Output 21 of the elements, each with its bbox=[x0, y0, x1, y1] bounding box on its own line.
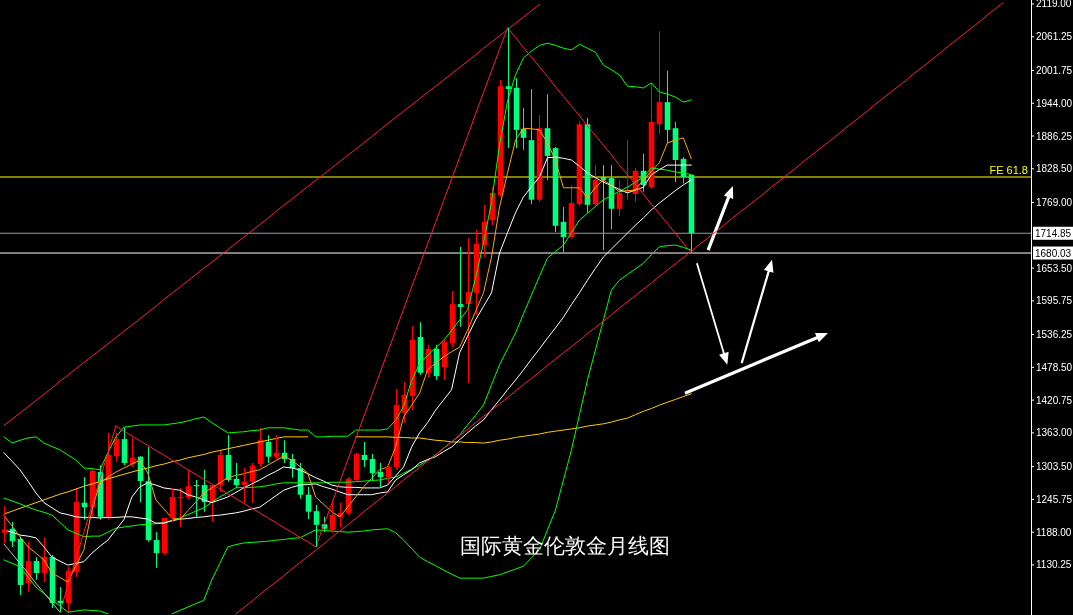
text: 国际黄金伦敦金月线图 bbox=[459, 534, 670, 557]
y-tick-label: 1303.50 bbox=[1036, 461, 1073, 473]
y-tick-label: 2001.75 bbox=[1036, 64, 1073, 76]
y-tick-label: 1886.25 bbox=[1036, 130, 1073, 142]
annotation: FE 61.8 bbox=[989, 164, 1028, 177]
y-tick-label: 2061.25 bbox=[1036, 31, 1073, 43]
y-tick-label: 1420.75 bbox=[1036, 394, 1073, 406]
ref-line-label: 1680.03 bbox=[1035, 247, 1072, 259]
y-tick-label: 1595.75 bbox=[1036, 295, 1073, 307]
y-tick-label: 1944.00 bbox=[1036, 97, 1073, 109]
y-tick-label: 1363.00 bbox=[1036, 427, 1073, 439]
y-tick-label: 1245.75 bbox=[1036, 493, 1073, 505]
y-tick-label: 1536.25 bbox=[1036, 329, 1073, 341]
y-tick-label: 1828.50 bbox=[1036, 163, 1073, 175]
y-tick-label: 1478.50 bbox=[1036, 361, 1073, 373]
y-tick-label: 1130.25 bbox=[1036, 559, 1072, 571]
y-tick-label: 1188.00 bbox=[1036, 526, 1072, 538]
ref-line-label: 1714.85 bbox=[1035, 227, 1072, 239]
y-tick-label: 1769.00 bbox=[1036, 197, 1073, 209]
y-tick-label: 2119.00 bbox=[1036, 0, 1072, 10]
y-tick-label: 1653.50 bbox=[1036, 262, 1073, 274]
